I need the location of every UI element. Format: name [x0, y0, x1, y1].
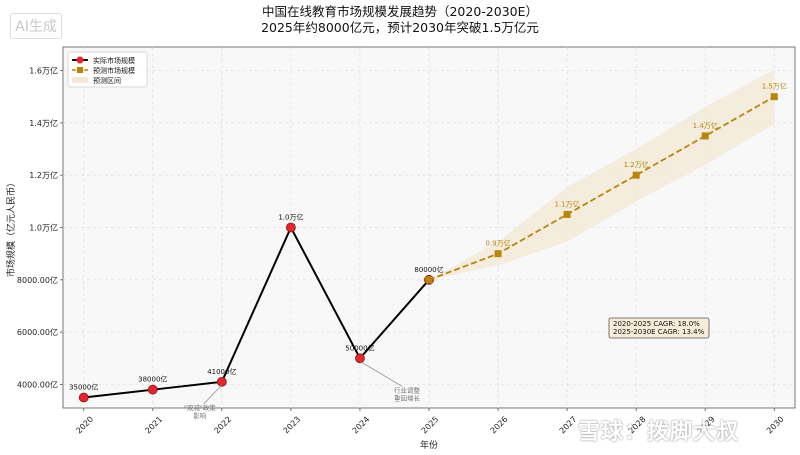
legend-actual-marker — [76, 56, 84, 64]
forecast-point — [701, 132, 709, 140]
x-tick-label: 2020 — [74, 415, 95, 436]
forecast-line — [428, 95, 775, 281]
forecast-band — [429, 69, 775, 280]
annotation-text: 行业调整 — [394, 385, 421, 394]
y-axis-label: 市场规模（亿元人民币） — [5, 178, 17, 277]
annotation-text: 重回增长 — [394, 393, 421, 402]
x-tick-label: 2023 — [282, 415, 303, 436]
ai-generated-watermark: AI生成 — [10, 13, 62, 39]
actual-data-label: 38000亿 — [138, 375, 167, 384]
actual-data-label: 1.0万亿 — [278, 213, 303, 222]
y-tick-label: 1.6万亿 — [29, 66, 58, 76]
actual-data-label: 35000亿 — [69, 383, 98, 392]
xueqiu-watermark: 雪球：拨脚大叔 — [578, 420, 740, 445]
legend-label: 实际市场规模 — [93, 56, 135, 65]
actual-data-label: 50000亿 — [345, 343, 374, 352]
forecast-point — [770, 93, 778, 101]
x-tick-label: 2030 — [765, 415, 786, 436]
actual-data-label: 80000亿 — [414, 265, 443, 274]
forecast-data-label: 1.1万亿 — [555, 199, 580, 208]
actual-point — [355, 353, 365, 364]
y-tick-label: 1.0万亿 — [29, 223, 58, 233]
cagr-text: 2020-2025 CAGR: 18.0% — [613, 320, 700, 328]
forecast-data-label: 1.2万亿 — [624, 160, 649, 169]
forecast-point — [563, 210, 571, 218]
y-tick-label: 1.4万亿 — [29, 118, 58, 128]
legend-forecast-marker — [77, 67, 83, 73]
x-tick-label: 2026 — [489, 415, 510, 436]
chart-title: 中国在线教育市场规模发展趋势（2020-2030E） — [261, 4, 539, 19]
x-tick-label: 2022 — [213, 415, 234, 436]
annotation-text: 影响 — [193, 411, 207, 420]
annotation-arrow — [359, 360, 403, 387]
x-tick-label: 2027 — [558, 415, 579, 436]
y-tick-label: 4000.00亿 — [17, 379, 58, 389]
actual-point — [285, 222, 296, 233]
cagr-box — [608, 317, 710, 339]
chart-title-block: 中国在线教育市场规模发展趋势（2020-2030E） 2025年约8000亿元，… — [0, 4, 800, 36]
y-tick-label: 1.2万亿 — [29, 170, 58, 180]
forecast-data-label: 1.4万亿 — [693, 121, 718, 130]
annotation-text: "双减"政策 — [184, 403, 216, 412]
chart-subtitle: 2025年约8000亿元，预计2030年突破1.5万亿元 — [261, 20, 539, 35]
actual-point — [78, 392, 89, 403]
x-tick-label: 2024 — [351, 415, 372, 436]
annotation-arrow — [203, 384, 223, 405]
y-tick-label: 6000.00亿 — [17, 327, 58, 337]
legend-label: 预测市场规模 — [93, 66, 135, 75]
actual-point — [216, 376, 227, 387]
forecast-data-label: 0.9万亿 — [485, 239, 510, 248]
actual-line — [83, 225, 430, 399]
actual-point — [147, 384, 158, 395]
y-tick-label: 8000.00亿 — [17, 275, 58, 285]
forecast-data-label: 1.5万亿 — [762, 82, 787, 91]
x-tick-label: 2025 — [420, 415, 441, 436]
x-axis-label: 年份 — [420, 439, 438, 451]
legend-label: 预测区间 — [93, 76, 121, 85]
forecast-point — [425, 276, 433, 284]
cagr-text: 2025-2030E CAGR: 13.4% — [613, 328, 705, 336]
forecast-point — [494, 250, 502, 258]
actual-data-label: 41000亿 — [207, 367, 236, 376]
x-tick-label: 2021 — [143, 415, 164, 436]
forecast-point — [632, 171, 640, 179]
legend-band-swatch — [72, 77, 88, 83]
